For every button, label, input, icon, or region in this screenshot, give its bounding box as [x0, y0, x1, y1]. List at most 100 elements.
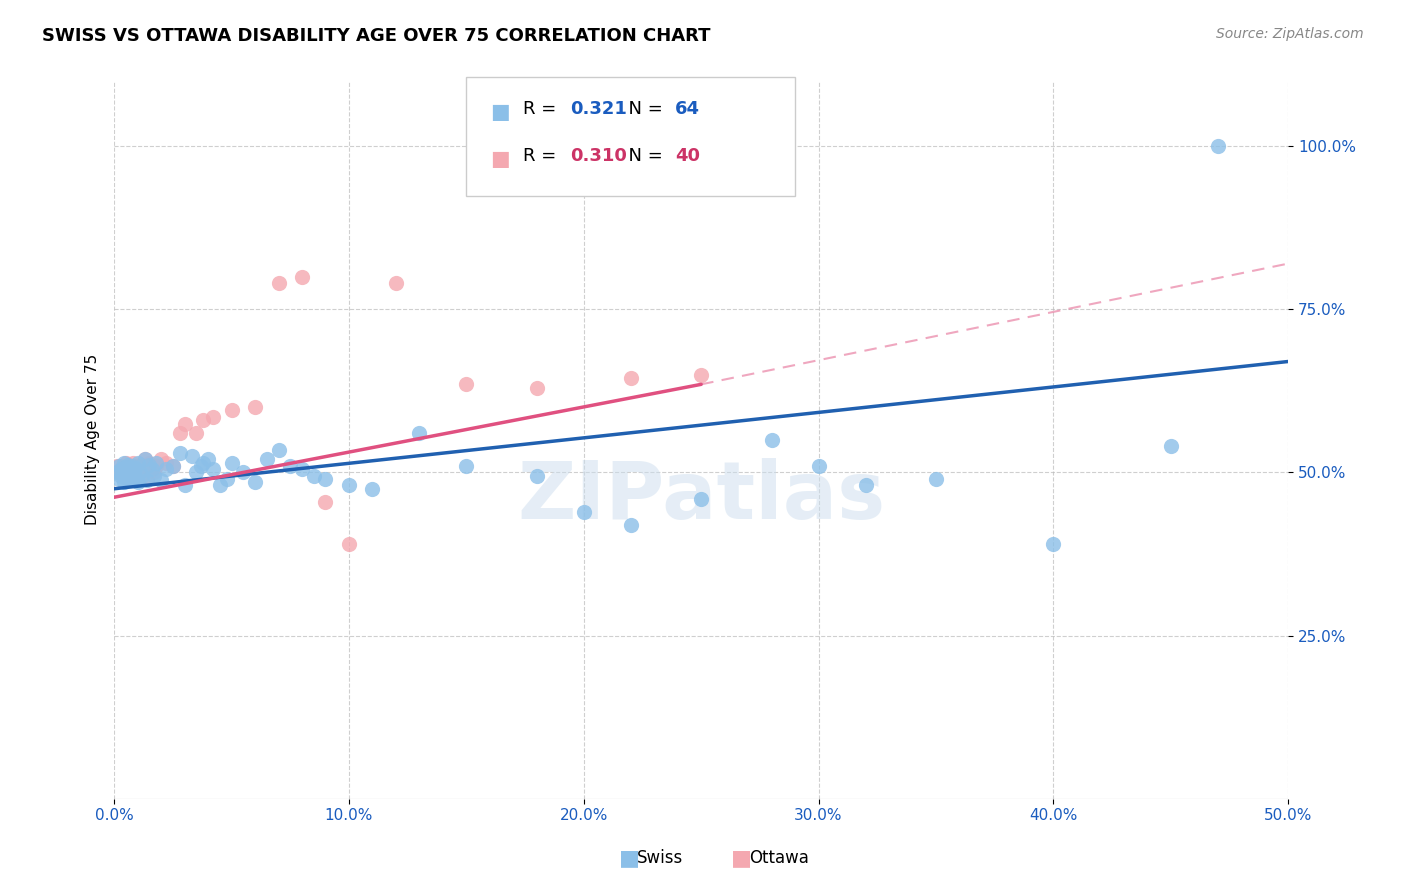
Point [315, 472, 337, 486]
Point [117, 462, 139, 476]
Point [173, 478, 195, 492]
Point [136, 472, 159, 486]
Point [315, 495, 337, 509]
Point [337, 537, 360, 551]
Point [1042, 537, 1064, 551]
Point [115, 460, 138, 475]
Point [572, 505, 595, 519]
Point [193, 413, 215, 427]
Point [169, 426, 191, 441]
Point [180, 449, 202, 463]
Point [256, 452, 278, 467]
Point [807, 458, 830, 473]
Point [408, 426, 430, 441]
Text: R =: R = [523, 147, 562, 165]
Point [112, 475, 135, 490]
Point [925, 472, 948, 486]
Point [122, 458, 145, 473]
Point [122, 456, 145, 470]
Point [186, 426, 208, 441]
Point [112, 456, 135, 470]
Point [131, 468, 153, 483]
Point [526, 381, 548, 395]
Point [120, 466, 142, 480]
Point [117, 458, 139, 472]
Point [138, 456, 160, 470]
Text: N =: N = [617, 147, 668, 165]
Point [150, 452, 173, 467]
Point [131, 462, 153, 476]
Point [173, 417, 195, 431]
Text: Swiss: Swiss [637, 849, 683, 867]
Point [620, 517, 643, 532]
Point [208, 478, 231, 492]
Point [456, 458, 478, 473]
Text: R =: R = [523, 100, 562, 119]
Point [291, 269, 314, 284]
Point [120, 468, 142, 483]
Text: ■: ■ [619, 848, 640, 868]
FancyBboxPatch shape [467, 78, 794, 195]
Point [127, 456, 149, 470]
Text: N =: N = [617, 100, 668, 119]
Point [112, 468, 135, 483]
Point [110, 462, 132, 476]
Point [108, 466, 131, 480]
Point [129, 468, 152, 483]
Point [143, 468, 166, 483]
Point [143, 466, 166, 480]
Point [1160, 439, 1182, 453]
Point [221, 403, 243, 417]
Text: ■: ■ [489, 103, 509, 122]
Point [456, 377, 478, 392]
Point [162, 458, 184, 473]
Point [105, 458, 128, 473]
Point [620, 371, 643, 385]
Point [110, 462, 132, 476]
Point [267, 276, 290, 290]
Point [193, 456, 215, 470]
Point [291, 462, 314, 476]
Text: SWISS VS OTTAWA DISABILITY AGE OVER 75 CORRELATION CHART: SWISS VS OTTAWA DISABILITY AGE OVER 75 C… [42, 27, 710, 45]
Point [169, 446, 191, 460]
Point [186, 466, 208, 480]
Point [108, 472, 131, 486]
Point [215, 472, 238, 486]
Point [127, 475, 149, 489]
Point [201, 462, 224, 476]
Point [278, 458, 301, 473]
Point [138, 458, 160, 472]
Text: ZIPatlas: ZIPatlas [517, 458, 886, 536]
Point [761, 433, 783, 447]
Point [1206, 139, 1229, 153]
Point [201, 409, 224, 424]
Text: 0.321: 0.321 [569, 100, 627, 119]
Text: 40: 40 [675, 147, 700, 165]
Point [690, 491, 713, 506]
Point [117, 473, 139, 487]
Point [855, 478, 877, 492]
Point [124, 461, 146, 475]
Point [122, 468, 145, 483]
Point [243, 475, 266, 490]
Y-axis label: Disability Age Over 75: Disability Age Over 75 [86, 354, 100, 525]
Point [105, 466, 128, 480]
Text: 64: 64 [675, 100, 700, 119]
Point [232, 466, 254, 480]
Point [155, 462, 177, 476]
Point [108, 458, 131, 473]
Point [526, 468, 548, 483]
Text: ■: ■ [489, 149, 509, 169]
Point [150, 473, 173, 487]
Point [190, 458, 212, 473]
Point [302, 468, 325, 483]
Point [124, 462, 146, 476]
Point [141, 462, 163, 476]
Point [141, 462, 163, 476]
Point [145, 458, 167, 473]
Point [115, 471, 138, 485]
Point [124, 470, 146, 484]
Point [127, 458, 149, 473]
Text: Source: ZipAtlas.com: Source: ZipAtlas.com [1216, 27, 1364, 41]
Text: Ottawa: Ottawa [749, 849, 810, 867]
